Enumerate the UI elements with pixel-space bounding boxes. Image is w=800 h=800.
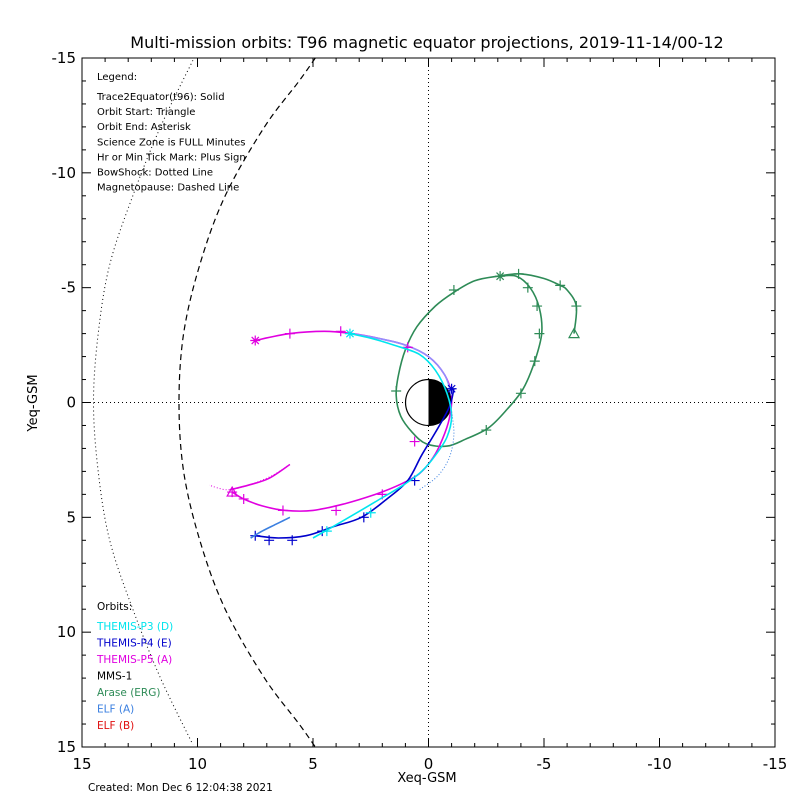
orbit-elf-a-line [250, 516, 291, 539]
legend-entry: Trace2Equator(t96): Solid [96, 92, 225, 103]
legend-entry: Hr or Min Tick Mark: Plus Sign [97, 152, 246, 163]
orbits-legend-entry: Arase (ERG) [97, 687, 160, 699]
y-tick-label: -10 [52, 164, 77, 182]
earth-night-side [428, 379, 452, 426]
legend-title: Legend: [97, 72, 137, 83]
orbit-arase-erg-tick-mark [534, 328, 545, 339]
orbit-elf-a-trace-line [418, 411, 455, 491]
orbits-legend-entry: THEMIS-P3 (D) [96, 621, 173, 633]
x-tick-label: 5 [308, 755, 318, 773]
y-tick-label: 0 [66, 394, 76, 412]
x-tick-label: -10 [647, 755, 672, 773]
orbit-themis-p4-e-tick-mark [287, 535, 298, 546]
orbits-legend-entry: THEMIS-P5 (A) [96, 654, 172, 666]
orbits-legend-entry: ELF (A) [97, 704, 134, 716]
orbit-themis-p4-e-tick-mark [264, 535, 275, 546]
legend-entry: Orbit Start: Triangle [97, 107, 195, 118]
orbit-themis-p4-e-tick-mark [358, 512, 369, 523]
orbit-arase-erg-tick-mark [555, 280, 566, 291]
orbits-legend-entry: MMS-1 [97, 671, 132, 683]
orbit-arase-erg-tick-mark [529, 356, 540, 367]
orbits-legend-entry: ELF (B) [97, 720, 134, 732]
legend-entry: Science Zone is FULL Minutes [97, 137, 246, 148]
orbit-themis-p4-e-line [255, 388, 455, 539]
orbit-arase-erg-tick-mark [532, 301, 543, 312]
x-tick-label: -15 [763, 755, 788, 773]
orbit-themis-p5-a-tick-mark [277, 505, 288, 516]
orbit-themis-p5-a-tick-mark [284, 328, 295, 339]
orbit-arase-erg-tick-mark [391, 386, 402, 397]
legend-entry: BowShock: Dotted Line [97, 168, 213, 179]
orbit-themis-p5-a-tick-mark [409, 436, 420, 447]
orbit-arase-erg-line [395, 273, 578, 448]
orbit-themis-p5-a-end-marker [250, 335, 261, 346]
orbit-themis-p3-d-tick-mark [321, 526, 332, 537]
orbit-arase-erg-tick-mark [522, 282, 533, 293]
orbit-arase-erg-tick-mark [513, 268, 524, 279]
orbit-themis-p4-e-end-marker [446, 383, 457, 394]
orbit-arase-erg-end-marker [495, 271, 506, 282]
orbit-themis-p3-d-end-marker [344, 328, 355, 339]
orbit-themis-p5-a-trace-line [208, 464, 291, 491]
legend-entry: Magnetopause: Dashed Line [97, 183, 239, 194]
orbit-arase-erg-tick-mark [571, 301, 582, 312]
y-tick-label: -15 [52, 49, 77, 67]
x-axis-label: Xeq-GSM [397, 771, 456, 786]
created-timestamp: Created: Mon Dec 6 12:04:38 2021 [88, 782, 273, 794]
x-tick-label: 15 [72, 755, 91, 773]
orbit-themis-p5-a-tick-mark [331, 505, 342, 516]
legend-entry: Orbit End: Asterisk [97, 122, 191, 133]
x-tick-label: 10 [188, 755, 207, 773]
orbit-themis-p5-a-pre-line [229, 463, 291, 491]
orbits-legend-title: Orbits: [97, 601, 132, 613]
orbit-themis-p5-a-start-marker [226, 485, 239, 497]
orbit-arase-erg-tick-mark [515, 388, 526, 399]
x-tick-label: 0 [424, 755, 434, 773]
y-tick-label: 10 [57, 623, 76, 641]
orbit-arase-erg-tick-mark [481, 425, 492, 436]
y-axis-label: Yeq-GSM [26, 374, 41, 432]
orbit-themis-p5-a-tick-mark [402, 342, 413, 353]
bowshock-line [92, 60, 194, 745]
orbit-themis-p5-a-tick-mark [238, 493, 249, 504]
chart-title: Multi-mission orbits: T96 magnetic equat… [130, 33, 723, 52]
y-tick-label: 5 [66, 508, 76, 526]
orbit-themis-p3-d-tick-mark [365, 507, 376, 518]
orbit-arase-erg-start-marker [568, 327, 581, 339]
orbit-themis-p5-a-tick-mark [335, 326, 346, 337]
y-tick-label: -5 [61, 279, 76, 297]
x-tick-label: -5 [537, 755, 552, 773]
orbit-themis-p5-a-science-zone [352, 332, 453, 396]
orbit-arase-erg-tick-mark [448, 284, 459, 295]
orbits-legend-entry: THEMIS-P4 (E) [96, 638, 172, 650]
y-tick-label: 15 [57, 738, 76, 756]
orbit-themis-p3-d-line [312, 332, 453, 539]
